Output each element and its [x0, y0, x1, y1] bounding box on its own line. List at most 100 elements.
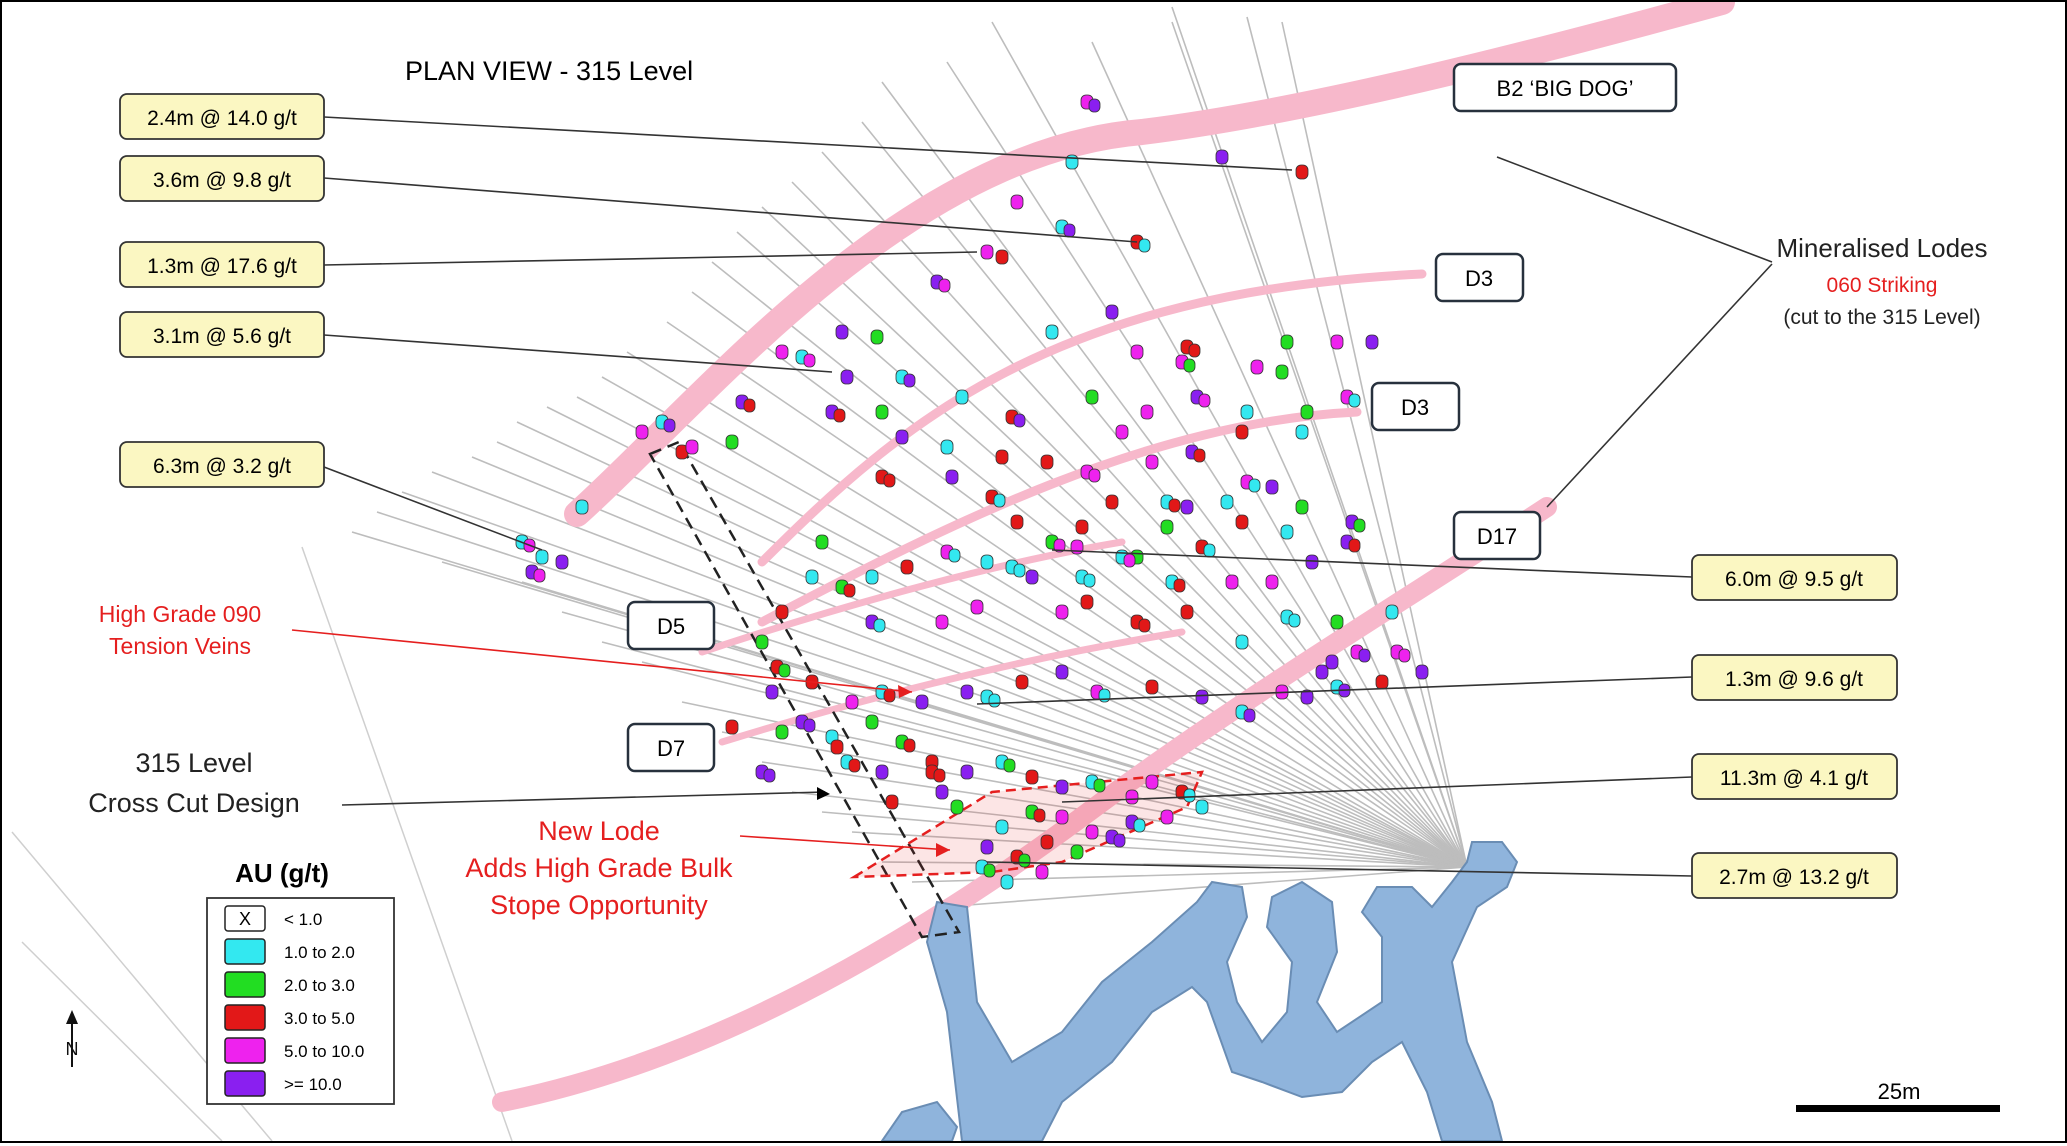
assay-sample	[1248, 478, 1261, 493]
assay-sample	[535, 549, 549, 565]
assay-sample	[685, 439, 699, 455]
assay-sample	[1183, 358, 1196, 373]
assay-sample	[833, 408, 846, 423]
assay-sample	[1015, 674, 1029, 690]
svg-text:D5: D5	[657, 614, 685, 639]
assay-samples	[515, 94, 1429, 890]
assay-sample	[885, 794, 899, 810]
assay-sample	[1040, 834, 1054, 850]
drillhole-traces	[351, 6, 1468, 908]
assay-sample	[1358, 648, 1371, 663]
assay-sample	[1063, 223, 1076, 238]
assay-sample	[1180, 604, 1194, 620]
assay-sample	[1295, 164, 1309, 180]
assay-sample	[1188, 343, 1201, 358]
assay-sample	[763, 768, 776, 783]
assay-sample	[1288, 613, 1301, 628]
svg-text:315 Level: 315 Level	[135, 748, 252, 778]
svg-text:D17: D17	[1477, 524, 1517, 549]
callout-r1: 1.3m @ 9.6 g/t	[1691, 654, 1898, 701]
assay-sample	[903, 373, 916, 388]
assay-sample	[1013, 563, 1026, 578]
assay-sample	[778, 663, 791, 678]
assay-sample	[1215, 149, 1229, 165]
assay-sample	[1138, 238, 1151, 253]
assay-sample	[1240, 404, 1254, 420]
north-arrow: N	[66, 1010, 79, 1067]
assay-sample	[1115, 424, 1129, 440]
label-d17: D17	[1452, 510, 1542, 561]
assay-sample	[848, 758, 861, 773]
assay-sample	[635, 424, 649, 440]
cross-cut-design-outline	[648, 440, 962, 939]
assay-sample	[993, 493, 1006, 508]
legend-label: 5.0 to 10.0	[284, 1042, 364, 1061]
assay-sample	[1013, 413, 1026, 428]
assay-sample	[1085, 389, 1099, 405]
assay-sample	[1235, 424, 1249, 440]
legend-label: >= 10.0	[284, 1075, 342, 1094]
assay-sample	[935, 784, 949, 800]
assay-sample	[1140, 404, 1154, 420]
assay-sample	[1145, 774, 1159, 790]
callouts-right: 6.0m @ 9.5 g/t 1.3m @ 9.6 g/t 11.3m @ 4.…	[1691, 554, 1898, 899]
svg-text:N: N	[66, 1039, 79, 1059]
assay-sample	[1385, 604, 1399, 620]
lode-b2-big-dog	[564, 0, 1735, 527]
assay-sample	[1025, 569, 1039, 585]
assay-sample	[935, 614, 949, 630]
assay-sample	[1160, 809, 1174, 825]
assay-sample	[775, 604, 789, 620]
assay-sample	[1300, 404, 1314, 420]
svg-text:AU (g/t): AU (g/t)	[235, 858, 329, 888]
svg-text:Stope Opportunity: Stope Opportunity	[490, 890, 708, 920]
assay-sample	[1330, 614, 1344, 630]
assay-sample	[1010, 194, 1024, 210]
svg-text:3.6m @ 9.8 g/t: 3.6m @ 9.8 g/t	[153, 169, 291, 192]
red-leader-lines	[291, 629, 951, 851]
arrow-heads	[817, 685, 950, 857]
assay-sample	[960, 684, 974, 700]
assay-sample	[1183, 788, 1196, 803]
lode-d17	[492, 497, 1557, 1112]
assay-sample	[995, 249, 1009, 265]
legend-swatch-mark: X	[239, 909, 251, 929]
assay-sample	[1295, 424, 1309, 440]
assay-sample	[1353, 518, 1366, 533]
legend-swatch	[224, 1070, 266, 1097]
assay-sample	[903, 738, 916, 753]
assay-sample	[1375, 674, 1389, 690]
assay-sample	[1113, 833, 1126, 848]
legend-swatch	[224, 971, 266, 998]
label-d7: D7	[626, 722, 716, 773]
svg-text:25m: 25m	[1878, 1079, 1921, 1104]
assay-sample	[1193, 448, 1206, 463]
assay-sample	[883, 473, 896, 488]
assay-sample	[1055, 604, 1069, 620]
assay-sample	[988, 693, 1001, 708]
svg-text:6.3m @ 3.2 g/t: 6.3m @ 3.2 g/t	[153, 455, 291, 478]
tension-veins-annotation: High Grade 090 Tension Veins	[99, 601, 261, 659]
assay-sample	[1055, 809, 1069, 825]
svg-text:D3: D3	[1401, 395, 1429, 420]
assay-sample	[1225, 574, 1239, 590]
assay-sample	[1130, 344, 1144, 360]
legend-label: < 1.0	[284, 910, 322, 929]
legend-label: 2.0 to 3.0	[284, 976, 355, 995]
assay-sample	[865, 569, 879, 585]
svg-text:Cross Cut Design: Cross Cut Design	[88, 788, 300, 818]
assay-sample	[1045, 324, 1059, 340]
assay-sample	[980, 839, 994, 855]
assay-sample	[533, 568, 546, 583]
assay-sample	[1025, 769, 1039, 785]
assay-sample	[1105, 494, 1119, 510]
assay-sample	[883, 688, 896, 703]
label-d3-upper: D3	[1434, 252, 1525, 303]
assay-sample	[875, 404, 889, 420]
assay-sample	[1083, 573, 1096, 588]
assay-sample	[980, 244, 994, 260]
assay-sample	[830, 739, 844, 755]
assay-sample	[803, 353, 816, 368]
assay-sample	[1138, 618, 1151, 633]
mineralised-lodes-annotation: Mineralised Lodes 060 Striking (cut to t…	[1776, 233, 1987, 329]
